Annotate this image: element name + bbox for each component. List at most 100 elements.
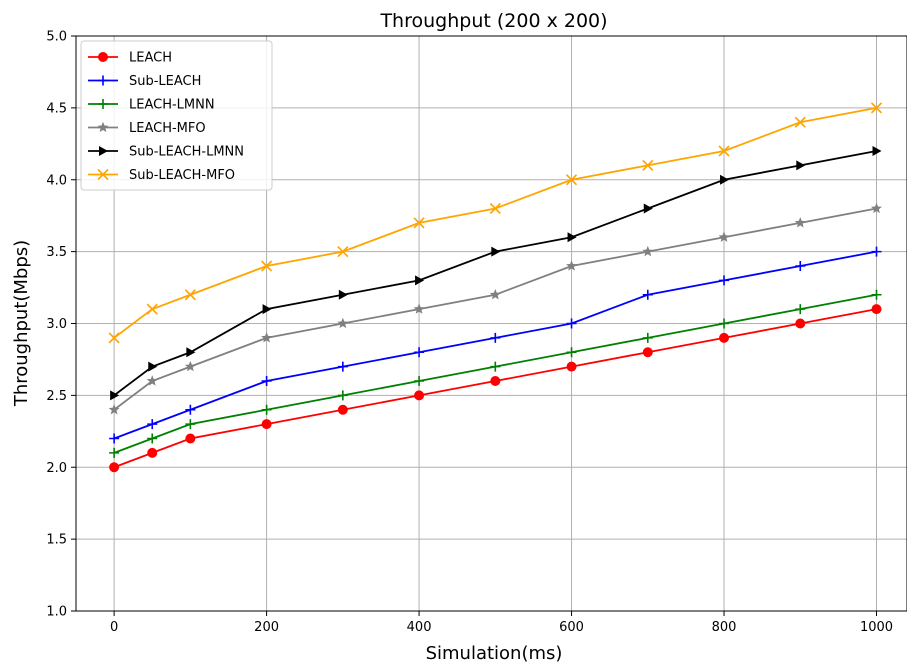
- data-point: [414, 376, 425, 386]
- legend-entry: LEACH: [88, 51, 172, 66]
- data-point: [185, 404, 196, 415]
- series-line: [113, 106, 877, 339]
- y-tick-label: 2.0: [46, 461, 67, 476]
- data-point: [185, 419, 196, 430]
- series-leach: [109, 304, 882, 473]
- data-point: [261, 260, 273, 272]
- data-point: [337, 361, 348, 372]
- data-point: [337, 246, 349, 258]
- legend-marker: [98, 99, 108, 109]
- data-point: [489, 202, 501, 215]
- data-point: [567, 232, 577, 243]
- data-point: [147, 433, 158, 444]
- series-line: [113, 293, 877, 454]
- data-point: [718, 231, 730, 242]
- data-point: [642, 159, 654, 171]
- data-point: [796, 160, 806, 171]
- data-point: [871, 304, 882, 315]
- y-tick-label: 3.0: [46, 317, 67, 332]
- y-tick-label: 4.0: [46, 173, 67, 188]
- data-point: [870, 102, 883, 114]
- x-axis-label: Simulation(ms): [426, 643, 563, 664]
- data-point: [566, 347, 577, 358]
- data-point: [148, 361, 158, 372]
- legend-label: LEACH: [129, 51, 172, 66]
- legend-entry: LEACH-MFO: [88, 121, 206, 136]
- x-tick-label: 800: [712, 620, 737, 635]
- legend-label: Sub-LEACH: [129, 74, 201, 89]
- data-point: [794, 116, 806, 128]
- y-tick-label: 1.5: [46, 533, 67, 548]
- data-point: [794, 217, 806, 228]
- data-point: [566, 260, 578, 271]
- data-point: [642, 332, 653, 343]
- legend: LEACH Sub-LEACH LEACH-LMNN LEACH-MFO Sub-LEA…: [80, 40, 273, 191]
- data-point: [147, 419, 158, 430]
- data-point: [642, 289, 653, 300]
- legend-label: Sub-LEACH-LMNN: [129, 145, 244, 160]
- data-point: [490, 332, 501, 343]
- data-point: [490, 376, 501, 386]
- series-leach-mfo: [108, 202, 882, 415]
- data-point: [565, 174, 578, 186]
- series-leach-lmnn: [109, 289, 882, 458]
- data-point: [261, 376, 272, 386]
- data-point: [261, 332, 273, 343]
- series-line: [113, 207, 877, 411]
- data-point: [795, 318, 806, 329]
- series-sub-leach: [109, 246, 882, 444]
- data-point: [109, 447, 120, 458]
- tick-layer: 0 200 400 600 800 1000 1.0 1.5 2.0 2.5 3.0 3.5 4.0 4.…: [46, 30, 893, 636]
- legend-entry: LEACH-LMNN: [88, 98, 215, 113]
- data-point: [489, 289, 501, 300]
- data-point: [566, 318, 577, 329]
- legend-box: [80, 40, 273, 191]
- series-sub-leach-mfo: [108, 102, 883, 344]
- legend-marker: [97, 121, 109, 133]
- data-point: [185, 433, 196, 444]
- legend-entry: Sub-LEACH: [88, 74, 201, 89]
- data-point: [338, 289, 348, 300]
- data-point: [337, 390, 348, 401]
- data-point: [147, 447, 158, 458]
- y-axis-label: Throughput(Mbps): [11, 240, 32, 407]
- data-point: [871, 202, 882, 214]
- data-point: [642, 245, 654, 257]
- data-point: [184, 289, 196, 301]
- legend-marker: [99, 146, 108, 156]
- data-point: [261, 404, 272, 415]
- x-tick-label: 200: [254, 620, 279, 635]
- y-tick-label: 4.5: [46, 101, 67, 116]
- data-point: [718, 145, 730, 157]
- x-tick-label: 1000: [860, 620, 893, 635]
- data-point: [414, 347, 425, 358]
- data-point: [109, 433, 120, 444]
- data-point: [566, 361, 577, 372]
- data-point: [186, 347, 196, 358]
- data-point: [261, 419, 272, 430]
- data-point: [415, 275, 425, 286]
- data-point: [262, 304, 272, 315]
- data-point: [491, 246, 501, 257]
- data-point: [795, 304, 806, 315]
- x-tick-label: 0: [110, 620, 118, 635]
- y-tick-label: 1.0: [46, 605, 67, 620]
- data-point: [413, 303, 425, 314]
- chart-title: Throughput (200 x 200): [379, 10, 607, 32]
- data-point: [795, 261, 806, 271]
- x-tick-label: 600: [559, 620, 584, 635]
- data-point: [108, 404, 120, 415]
- data-point: [110, 390, 120, 401]
- data-point: [719, 332, 730, 343]
- x-tick-label: 400: [407, 620, 432, 635]
- data-point: [871, 246, 882, 257]
- data-point: [643, 203, 653, 214]
- legend-label: LEACH-MFO: [129, 121, 206, 136]
- legend-marker: [98, 52, 108, 62]
- data-point: [184, 360, 196, 372]
- legend-label: LEACH-LMNN: [129, 98, 215, 113]
- data-point: [490, 361, 501, 372]
- data-point: [108, 332, 120, 344]
- y-tick-label: 5.0: [46, 30, 67, 45]
